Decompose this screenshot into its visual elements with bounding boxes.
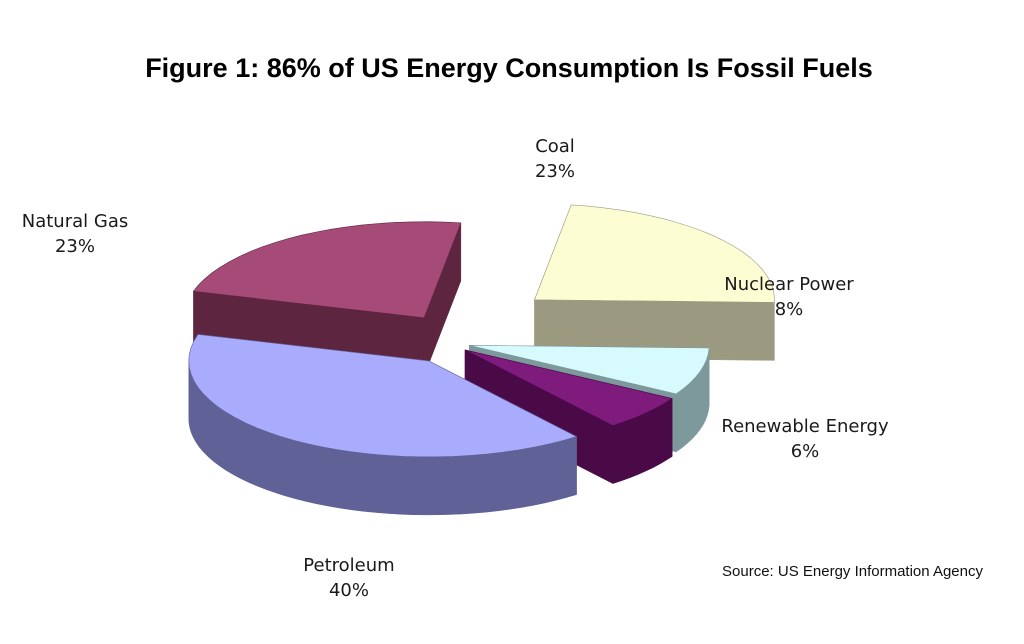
pie-slice-2-top: [469, 345, 710, 395]
slice-label-value-3: 6%: [791, 441, 820, 462]
slice-label-value-2: 8%: [775, 299, 804, 320]
slice-label-value-1: 23%: [535, 161, 575, 182]
slice-label-name-4: Petroleum: [303, 555, 394, 576]
pie-slice-1-top: [534, 204, 775, 303]
source-note: Source: US Energy Information Agency: [722, 563, 983, 580]
pie-slice-4-top: [188, 334, 578, 458]
slice-label-name-2: Nuclear Power: [724, 274, 854, 295]
slice-label-value-0: 23%: [55, 236, 95, 257]
pie-slices: [188, 204, 775, 516]
slice-label-name-1: Coal: [535, 136, 575, 157]
pie-slice-0-top: [192, 221, 462, 319]
pie-slice-4: [188, 334, 578, 516]
slice-label-value-4: 40%: [329, 580, 369, 601]
pie-slice-1: [534, 204, 775, 361]
slice-label-name-0: Natural Gas: [22, 211, 128, 232]
slice-label-name-3: Renewable Energy: [721, 416, 889, 437]
pie-slice-3-top: [464, 349, 673, 426]
chart-title: Figure 1: 86% of US Energy Consumption I…: [145, 53, 873, 83]
